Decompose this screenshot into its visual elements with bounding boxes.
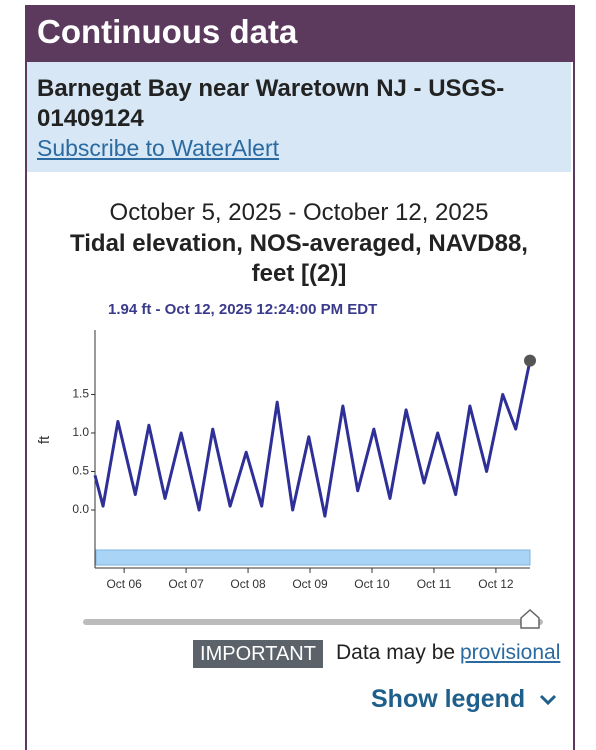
important-badge: IMPORTANT	[193, 640, 323, 668]
subscribe-link[interactable]: Subscribe to WaterAlert	[37, 135, 280, 161]
card	[25, 5, 575, 750]
x-tick-label: Oct 09	[292, 577, 328, 591]
x-tick-label: Oct 06	[106, 577, 142, 591]
y-tick-label: 1.5	[72, 387, 89, 401]
x-tick-label: Oct 08	[230, 577, 266, 591]
latest-value: 1.94 ft - Oct 12, 2025 12:24:00 PM EDT	[108, 301, 377, 318]
x-tick-label: Oct 10	[354, 577, 390, 591]
site-name: Barnegat Bay near Waretown NJ - USGS-014…	[37, 75, 505, 132]
show-legend-text: Show legend	[371, 685, 526, 713]
chart: 1.94 ft - Oct 12, 2025 12:24:00 PM EDT f…	[36, 301, 543, 629]
site-box: Barnegat Bay near Waretown NJ - USGS-014…	[27, 62, 571, 172]
x-tick-label: Oct 11	[417, 577, 452, 591]
chart-title: Tidal elevation, NOS-averaged, NAVD88, f…	[70, 230, 528, 287]
provisional-link[interactable]: provisional	[460, 641, 561, 664]
notice-text: Data may be	[336, 641, 456, 664]
y-tick-label: 0.0	[72, 502, 89, 516]
y-axis-label: ft	[36, 435, 53, 444]
range-bar[interactable]	[95, 549, 531, 566]
x-tick-label: Oct 12	[478, 577, 514, 591]
show-legend[interactable]: Show legend	[371, 685, 558, 714]
y-tick-label: 1.0	[72, 425, 89, 439]
header-title: Continuous data	[37, 13, 298, 50]
latest-point	[524, 354, 536, 367]
slider-handle[interactable]	[520, 608, 540, 629]
chevron	[540, 694, 557, 706]
tide-line	[93, 360, 532, 518]
x-tick-label: Oct 07	[168, 577, 204, 591]
header: Continuous data	[25, 5, 573, 62]
date-range: October 5, 2025 - October 12, 2025	[109, 199, 489, 226]
y-tick-label: 0.5	[72, 464, 89, 478]
